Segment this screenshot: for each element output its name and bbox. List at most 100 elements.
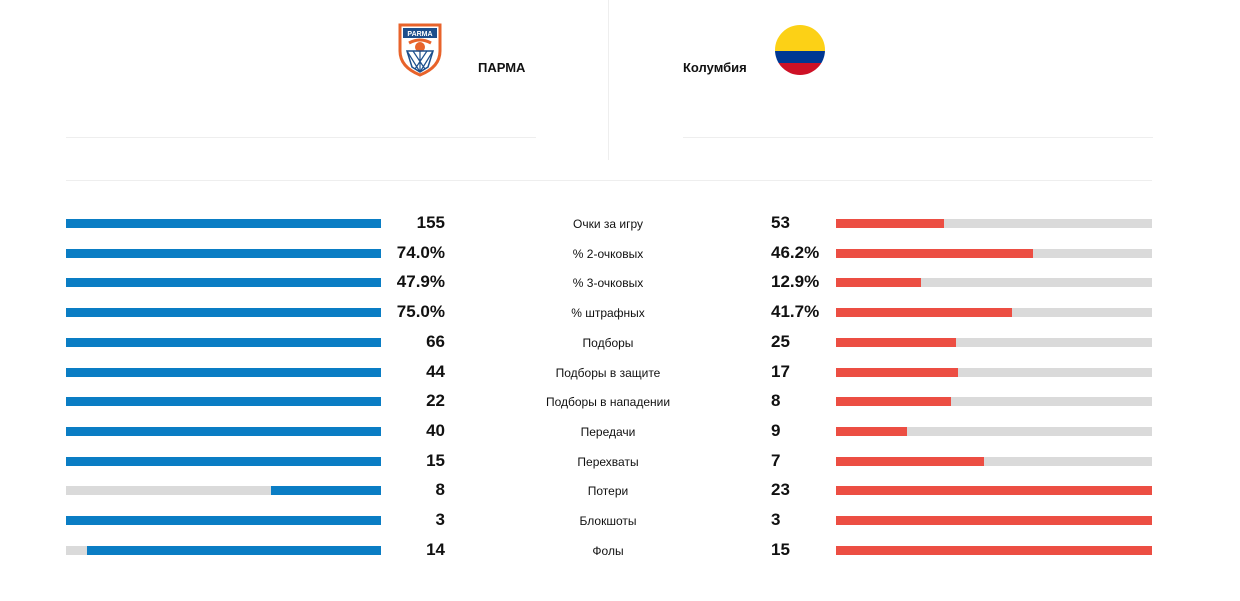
stat-label: Потери xyxy=(587,484,629,499)
stat-right-value: 53 xyxy=(771,213,790,232)
bar-right-fill xyxy=(836,545,1152,555)
bar-left-track xyxy=(66,219,381,228)
bar-right-track xyxy=(836,337,1152,347)
bar-right-track xyxy=(836,516,1152,525)
bar-left-fill xyxy=(66,308,381,318)
bar-left-fill xyxy=(66,456,381,466)
stat-label: Передачи xyxy=(580,424,636,439)
bar-left-track xyxy=(66,248,381,258)
bar-right-track xyxy=(836,397,1152,407)
divider-right xyxy=(683,137,1153,138)
stat-label: Подборы в нападении xyxy=(545,395,671,410)
bar-left-fill xyxy=(271,486,381,496)
stat-row: 74.0% % 2-очковых 46.2% xyxy=(0,238,1240,268)
bar-left-fill xyxy=(66,337,381,347)
divider-full xyxy=(66,180,1152,181)
bar-left-track xyxy=(66,516,381,525)
stat-row: 8 Потери 23 xyxy=(0,475,1240,505)
bar-right-fill xyxy=(836,516,1152,525)
bar-right-track xyxy=(836,486,1152,496)
stat-left-value: 14 xyxy=(426,539,445,559)
bar-right-fill xyxy=(836,456,984,466)
stat-left-value: 66 xyxy=(426,331,445,351)
bar-right-track xyxy=(836,426,1152,436)
bar-left-fill xyxy=(66,278,381,288)
bar-left-track xyxy=(66,367,381,377)
stat-label: Очки за игру xyxy=(572,217,643,231)
stat-row: 40 Передачи 9 xyxy=(0,416,1240,446)
stat-left-value: 40 xyxy=(426,420,445,440)
colombia-flag-icon xyxy=(775,25,825,75)
bar-right-track xyxy=(836,456,1152,466)
bar-left-fill xyxy=(66,426,381,436)
stat-right-value: 41.7% xyxy=(771,302,820,322)
header-divider xyxy=(608,0,609,160)
parma-logo-icon: PARMA xyxy=(398,23,442,77)
stat-label: Подборы в защите xyxy=(555,365,661,380)
stat-left-value: 75.0% xyxy=(396,302,445,322)
bar-left-fill xyxy=(66,367,381,377)
stat-row: 155 Очки за игру 53 xyxy=(0,208,1240,238)
bar-left-track xyxy=(66,426,381,436)
team-left-name[interactable]: ПАРМА xyxy=(478,60,526,75)
divider-left xyxy=(66,137,536,138)
stat-label: % штрафных xyxy=(571,306,645,321)
stat-left-value: 8 xyxy=(435,480,445,500)
bar-right-track xyxy=(836,278,1152,288)
bar-left-fill xyxy=(66,397,381,407)
svg-text:PARMA: PARMA xyxy=(407,31,432,38)
stat-row: 14 Фолы 15 xyxy=(0,535,1240,565)
bar-right-fill xyxy=(836,308,1012,318)
stat-right-value: 9 xyxy=(771,420,781,440)
stat-label: % 3-очковых xyxy=(572,276,644,291)
bar-left-track xyxy=(66,545,381,555)
stat-right-value: 15 xyxy=(771,539,790,559)
stat-left-value: 22 xyxy=(426,391,445,411)
stat-right-value: 25 xyxy=(771,331,790,351)
stat-row: 3 Блокшоты 3 xyxy=(0,505,1240,535)
bar-left-fill xyxy=(66,516,381,525)
stat-row: 44 Подборы в защите 17 xyxy=(0,357,1240,387)
stat-row: 47.9% % 3-очковых 12.9% xyxy=(0,267,1240,297)
stat-row: 15 Перехваты 7 xyxy=(0,446,1240,476)
bar-left-track xyxy=(66,308,381,318)
stat-label: Перехваты xyxy=(577,454,639,469)
stat-row: 75.0% % штрафных 41.7% xyxy=(0,297,1240,327)
bar-right-fill xyxy=(836,486,1152,496)
stat-left-value: 155 xyxy=(416,213,445,232)
stat-left-value: 44 xyxy=(426,361,445,381)
stat-left-value: 74.0% xyxy=(396,242,445,262)
stat-label: Фолы xyxy=(592,543,624,558)
bar-right-fill xyxy=(836,426,908,436)
bar-left-fill xyxy=(66,219,381,228)
match-header: PARMA ПАРМА Колумбия xyxy=(0,0,1240,185)
bar-right-fill xyxy=(836,219,945,228)
bar-right-track xyxy=(836,248,1152,258)
stat-left-value: 47.9% xyxy=(396,272,445,292)
stat-right-value: 46.2% xyxy=(771,242,820,262)
stat-row: 66 Подборы 25 xyxy=(0,327,1240,357)
bar-right-track xyxy=(836,367,1152,377)
bar-right-track xyxy=(836,545,1152,555)
bar-left-track xyxy=(66,397,381,407)
bar-right-fill xyxy=(836,367,958,377)
stat-right-value: 23 xyxy=(771,480,790,500)
bar-left-track xyxy=(66,278,381,288)
stat-row: 22 Подборы в нападении 8 xyxy=(0,386,1240,416)
bar-left-track xyxy=(66,456,381,466)
stat-right-value: 17 xyxy=(771,361,790,381)
stat-right-value: 3 xyxy=(771,510,781,529)
bar-right-fill xyxy=(836,397,952,407)
stat-right-value: 7 xyxy=(771,450,781,470)
bar-right-fill xyxy=(836,337,956,347)
stat-left-value: 15 xyxy=(426,450,445,470)
bar-right-fill xyxy=(836,248,1034,258)
bar-left-track xyxy=(66,337,381,347)
team-right-name[interactable]: Колумбия xyxy=(683,60,747,75)
stat-right-value: 12.9% xyxy=(771,272,820,292)
bar-right-track xyxy=(836,219,1152,228)
bar-right-track xyxy=(836,308,1152,318)
bar-left-fill xyxy=(66,248,381,258)
stat-right-value: 8 xyxy=(771,391,781,411)
stat-label: Подборы xyxy=(582,335,634,350)
